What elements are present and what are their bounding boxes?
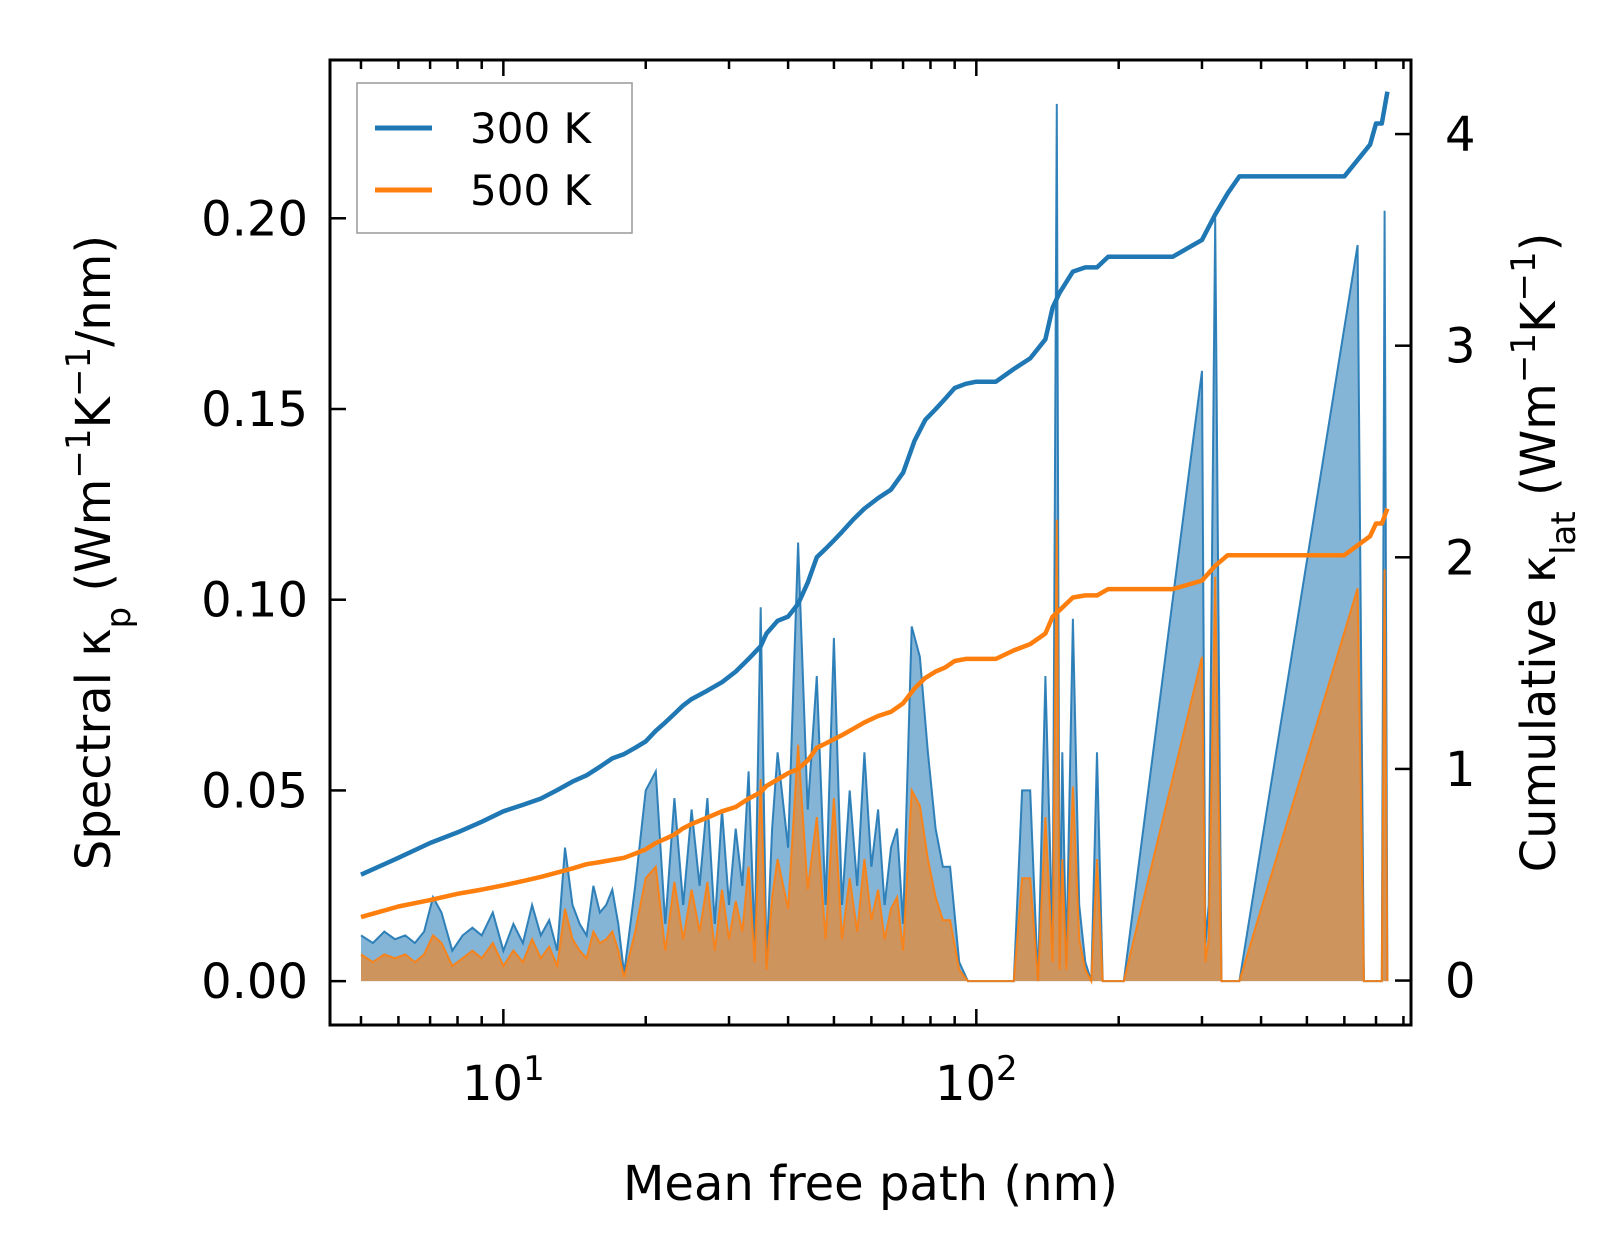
y-left-tick-label: 0.05 bbox=[201, 763, 308, 819]
y-left-tick-label: 0.20 bbox=[201, 191, 308, 247]
y-left-tick-label: 0.10 bbox=[201, 573, 308, 629]
cumulative-line-500k bbox=[360, 507, 1390, 920]
x-tick-label: 101 bbox=[462, 1049, 545, 1112]
y-axis-right-title: Cumulative κlat (Wm−1K−1) bbox=[1504, 233, 1584, 873]
spectral-line-500k bbox=[360, 519, 1389, 985]
y-right-tick-label: 4 bbox=[1445, 107, 1476, 163]
y-right-tick-label: 0 bbox=[1445, 954, 1476, 1010]
legend-box bbox=[356, 82, 633, 234]
y-left-tick-label: 0.00 bbox=[201, 954, 308, 1010]
y-right-tick-label: 3 bbox=[1445, 319, 1476, 375]
y-right-tick-label: 2 bbox=[1445, 530, 1476, 586]
spectral-line-300k bbox=[360, 103, 1389, 983]
y-axis-left-title: Spectral κp (Wm−1K−1/nm) bbox=[59, 235, 139, 870]
x-tick-label: 102 bbox=[935, 1049, 1018, 1112]
x-axis-title: Mean free path (nm) bbox=[623, 1156, 1118, 1212]
cumulative-line-300k bbox=[360, 91, 1390, 877]
plot-frame bbox=[328, 58, 1413, 1027]
legend: 300 K 500 K bbox=[356, 82, 633, 234]
legend-label-500k: 500 K bbox=[470, 166, 593, 215]
spectral-area-layer bbox=[360, 103, 1389, 985]
legend-label-300k: 300 K bbox=[470, 104, 593, 153]
y-left-tick-label: 0.15 bbox=[201, 382, 308, 438]
y-right-tick-label: 1 bbox=[1445, 742, 1476, 798]
tick-label-layer: 101 102 0.00 0.05 0.10 0.15 0.20 0 1 2 3 4 bbox=[201, 107, 1475, 1112]
cumulative-line-layer bbox=[360, 91, 1390, 920]
spectral-area-500k bbox=[361, 519, 1388, 982]
